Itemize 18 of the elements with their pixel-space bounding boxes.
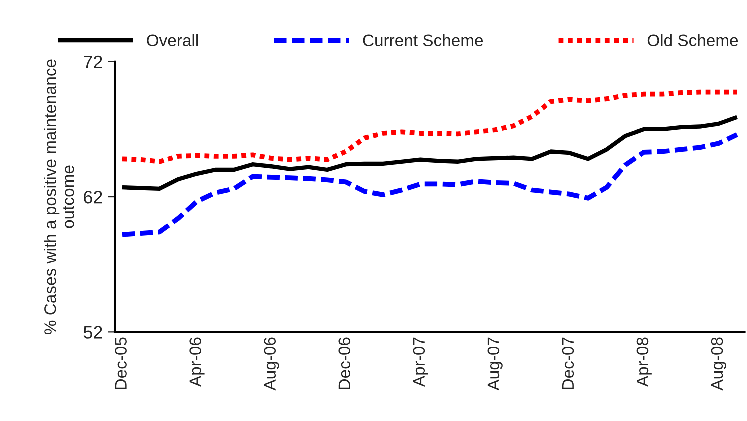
legend-label: Old Scheme <box>648 34 738 47</box>
legend-label: Current Scheme <box>363 34 484 47</box>
x-tick-label: Dec-05 <box>115 338 127 390</box>
line-series <box>120 132 740 238</box>
legend-label: Overall <box>147 34 198 47</box>
y-tick-label: 52 <box>84 326 102 339</box>
x-tick-label: Aug-07 <box>488 338 503 391</box>
y-tick-label: 72 <box>84 56 102 68</box>
x-tick-label: Aug-06 <box>264 338 280 391</box>
x-tick-label: Apr-06 <box>190 338 205 388</box>
line-series <box>120 115 740 192</box>
x-tick-label: Dec-06 <box>338 338 351 390</box>
y-tick-label: 62 <box>84 190 102 204</box>
y-axis-title: % Cases with a positive maintenance outcome <box>44 60 74 334</box>
x-tick-label: Apr-07 <box>413 338 428 388</box>
x-tick-label: Apr-08 <box>636 338 652 388</box>
x-tick-label: Dec-07 <box>562 338 574 390</box>
x-tick-label: Aug-08 <box>711 338 726 391</box>
